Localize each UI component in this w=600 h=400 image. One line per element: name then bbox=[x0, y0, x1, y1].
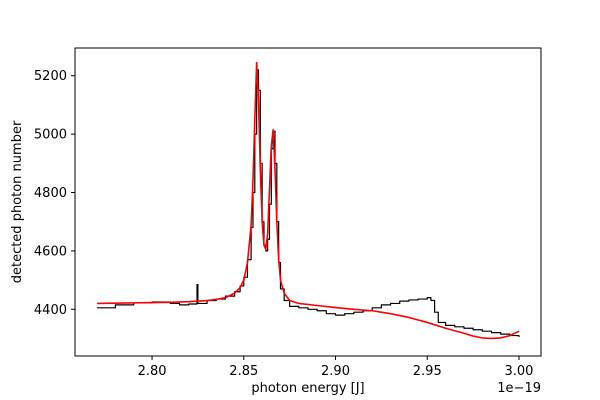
x-tick-label: 2.85 bbox=[229, 364, 258, 379]
y-tick-label: 5200 bbox=[34, 69, 67, 84]
x-tick-label: 2.90 bbox=[321, 364, 350, 379]
y-tick-label: 4400 bbox=[34, 303, 67, 318]
y-axis-label: detected photon number bbox=[10, 120, 25, 283]
x-tick-label: 2.80 bbox=[138, 364, 167, 379]
y-tick-label: 5000 bbox=[34, 128, 67, 143]
y-tick-label: 4800 bbox=[34, 186, 67, 201]
x-tick-label: 3.00 bbox=[505, 364, 534, 379]
x-axis-offset-label: 1e−19 bbox=[497, 381, 541, 396]
series-layer bbox=[97, 61, 520, 340]
y-axis-ticks: 4400 4600 4800 5000 5200 bbox=[34, 69, 75, 318]
x-axis-ticks: 2.80 2.85 2.90 2.95 3.00 bbox=[138, 356, 534, 379]
y-tick-label: 4600 bbox=[34, 244, 67, 259]
x-axis-label: photon energy [J] bbox=[251, 381, 364, 396]
x-tick-label: 2.95 bbox=[413, 364, 442, 379]
series-fit-line bbox=[97, 61, 520, 340]
